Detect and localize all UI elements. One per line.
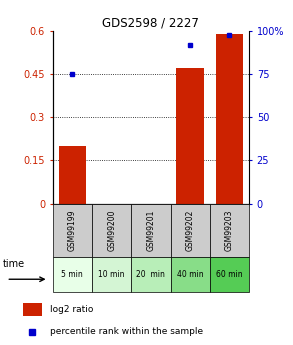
- Bar: [23, 303, 42, 316]
- Text: 40 min: 40 min: [177, 270, 203, 279]
- Bar: [176, 68, 204, 204]
- Bar: [131, 204, 171, 257]
- Bar: [92, 257, 131, 292]
- Text: GSM99199: GSM99199: [68, 209, 77, 251]
- Text: log2 ratio: log2 ratio: [50, 305, 93, 314]
- Bar: [216, 34, 243, 204]
- Bar: [131, 257, 171, 292]
- Bar: [59, 146, 86, 204]
- Text: 60 min: 60 min: [216, 270, 243, 279]
- Bar: [171, 204, 210, 257]
- Bar: [53, 257, 92, 292]
- Bar: [53, 204, 92, 257]
- Text: 10 min: 10 min: [98, 270, 125, 279]
- Text: GSM99202: GSM99202: [186, 210, 195, 251]
- Text: GSM99203: GSM99203: [225, 209, 234, 251]
- Text: time: time: [3, 259, 25, 269]
- Bar: [210, 257, 249, 292]
- Bar: [92, 204, 131, 257]
- Text: 20  min: 20 min: [137, 270, 165, 279]
- Text: GSM99200: GSM99200: [107, 209, 116, 251]
- Title: GDS2598 / 2227: GDS2598 / 2227: [103, 17, 199, 30]
- Bar: [171, 257, 210, 292]
- Text: 5 min: 5 min: [62, 270, 83, 279]
- Text: GSM99201: GSM99201: [146, 210, 155, 251]
- Bar: [210, 204, 249, 257]
- Text: percentile rank within the sample: percentile rank within the sample: [50, 327, 203, 336]
